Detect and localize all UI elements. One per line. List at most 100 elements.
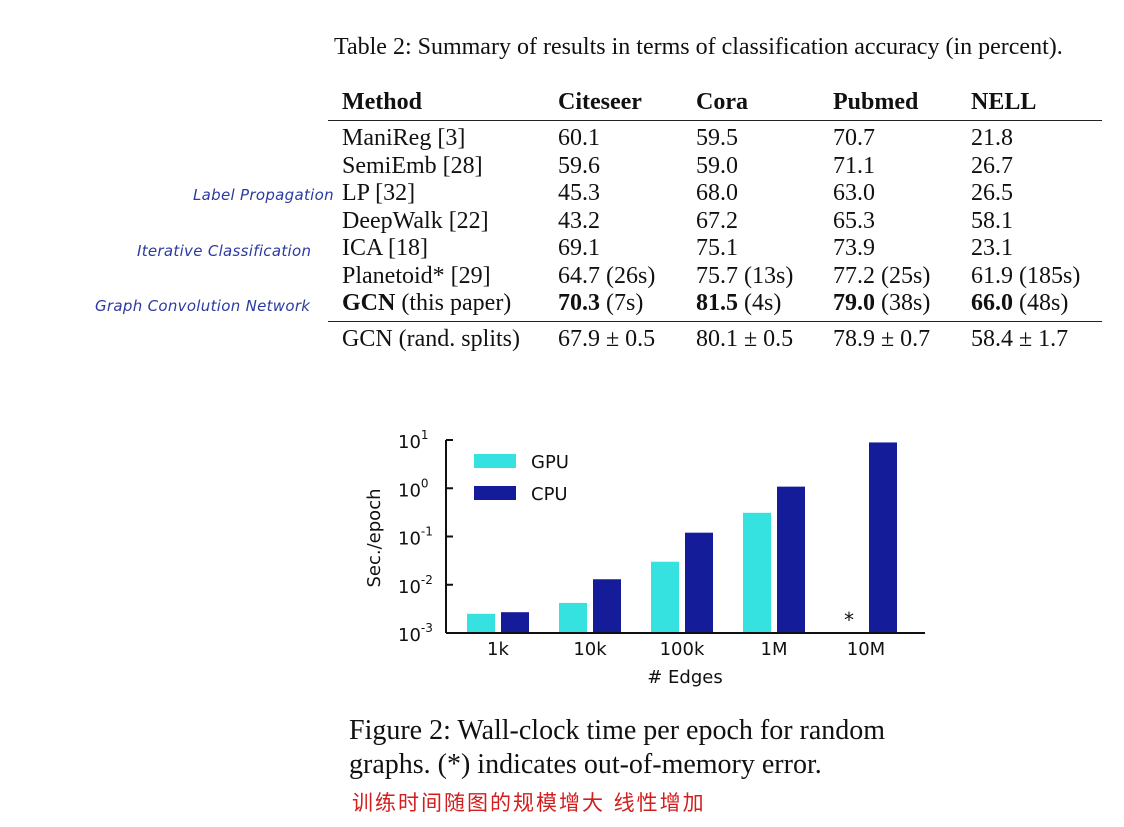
- time-value: (4s): [738, 290, 782, 316]
- x-tick-label: 1M: [761, 639, 788, 660]
- figure-caption-line1: Figure 2: Wall-clock time per epoch for …: [349, 715, 886, 746]
- value-cell: 75.1: [696, 235, 738, 261]
- value-cell: 71.1: [833, 152, 875, 179]
- value-cell: 67.9 ± 0.5: [558, 325, 656, 352]
- value-cell: 70.7: [833, 125, 875, 151]
- bar-gpu-10k: [559, 602, 587, 633]
- bar-cpu-1m: [777, 486, 805, 633]
- y-axis-label: Sec./epoch: [364, 489, 385, 588]
- table-row: SemiEmb [28] 59.6 59.0 71.1 26.7: [328, 153, 1102, 181]
- x-axis-label: # Edges: [647, 667, 722, 688]
- bar-cpu-10m: [869, 442, 897, 633]
- value-cell: 58.4 ± 1.7: [971, 325, 1069, 352]
- bar-cpu-10k: [593, 579, 621, 633]
- method-cell: GCN (this paper): [328, 290, 544, 321]
- bar-gpu-1k: [467, 613, 495, 633]
- annotation-iterative-classification: Iterative Classification: [137, 242, 312, 260]
- value-cell: 75.7 (13s): [696, 262, 794, 289]
- bold-value: 70.3: [558, 290, 600, 316]
- value-cell: 69.1: [558, 235, 600, 261]
- table-header-row: Method Citeseer Cora Pubmed NELL: [328, 88, 1102, 121]
- method-cell: SemiEmb [28]: [342, 152, 483, 179]
- results-table: Method Citeseer Cora Pubmed NELL ManiReg…: [328, 88, 1102, 353]
- table-row: ManiReg [3] 60.1 59.5 70.7 21.8: [328, 121, 1102, 153]
- bar-cpu-100k: [685, 532, 713, 633]
- value-cell: 81.5 (4s): [682, 290, 819, 321]
- time-value: (7s): [600, 290, 644, 316]
- header-pubmed: Pubmed: [833, 89, 919, 116]
- value-cell: 21.8: [971, 125, 1013, 151]
- value-cell: 80.1 ± 0.5: [696, 325, 794, 352]
- value-cell: 59.6: [558, 152, 600, 179]
- table-row: DeepWalk [22] 43.2 67.2 65.3 58.1: [328, 208, 1102, 236]
- value-cell: 26.7: [971, 152, 1013, 179]
- header-citeseer: Citeseer: [558, 89, 642, 116]
- value-cell: 43.2: [558, 207, 600, 234]
- timing-chart: * 1k 10k 100k 1M 10M 101 100 10-1 10-2 10-3 Sec./…: [350, 420, 950, 700]
- ticks-layer: 1k 10k 100k 1M 10M 101 100 10-1 10-2 10-3: [398, 428, 885, 660]
- footer-row: GCN (rand. splits) 67.9 ± 0.5 80.1 ± 0.5…: [328, 321, 1102, 353]
- method-cell: GCN (rand. splits): [342, 325, 520, 352]
- time-value: (48s): [1013, 290, 1069, 316]
- value-cell: 60.1: [558, 125, 600, 151]
- y-tick-label: 10-1: [398, 525, 433, 550]
- time-value: (38s): [875, 290, 931, 316]
- bold-value: 79.0: [833, 290, 875, 316]
- value-cell: 65.3: [833, 207, 875, 234]
- value-cell: 70.3 (7s): [544, 290, 682, 321]
- value-cell: 61.9 (185s): [971, 262, 1081, 289]
- header-method: Method: [342, 89, 422, 116]
- bold-value: 81.5: [696, 290, 738, 316]
- value-cell: 73.9: [833, 235, 875, 261]
- table-row: Planetoid* [29] 64.7 (26s) 75.7 (13s) 77…: [328, 263, 1102, 291]
- y-tick-label: 101: [398, 428, 429, 453]
- figure-caption: Figure 2: Wall-clock time per epoch for …: [349, 714, 949, 782]
- value-cell: 77.2 (25s): [833, 262, 931, 289]
- value-cell: 78.9 ± 0.7: [833, 325, 931, 352]
- x-tick-label: 1k: [487, 639, 509, 660]
- annotation-gcn: Graph Convolution Network: [95, 297, 311, 315]
- bars-layer: *: [467, 442, 897, 633]
- value-cell: 45.3: [558, 180, 600, 206]
- value-cell: 68.0: [696, 180, 738, 206]
- header-cora: Cora: [696, 89, 748, 116]
- x-tick-label: 100k: [660, 639, 705, 660]
- bar-gpu-100k: [651, 561, 679, 633]
- value-cell: 79.0 (38s): [819, 290, 957, 321]
- legend-swatch-gpu: [474, 454, 516, 468]
- table-row: LP [32] 45.3 68.0 63.0 26.5: [328, 180, 1102, 208]
- method-cell: ICA [18]: [342, 235, 428, 261]
- legend-label-cpu: CPU: [531, 484, 568, 505]
- value-cell: 59.5: [696, 125, 738, 151]
- bar-chart-svg: * 1k 10k 100k 1M 10M 101 100 10-1 10-2 10-3 Sec./…: [364, 428, 925, 688]
- value-cell: 59.0: [696, 152, 738, 179]
- value-cell: 58.1: [971, 207, 1013, 234]
- gcn-row: GCN (this paper) 70.3 (7s) 81.5 (4s) 79.…: [328, 290, 1102, 321]
- handwritten-chinese-note: 训练时间随图的规模增大 线性增加: [352, 791, 706, 815]
- method-cell: LP [32]: [342, 180, 416, 206]
- method-cell: DeepWalk [22]: [342, 207, 489, 234]
- value-cell: 23.1: [971, 235, 1013, 261]
- value-cell: 26.5: [971, 180, 1013, 206]
- table-caption: Table 2: Summary of results in terms of …: [334, 34, 1063, 60]
- x-tick-label: 10k: [573, 639, 607, 660]
- bold-value: 66.0: [971, 290, 1013, 316]
- table-row: ICA [18] 69.1 75.1 73.9 23.1: [328, 235, 1102, 263]
- value-cell: 64.7 (26s): [558, 262, 656, 289]
- value-cell: 67.2: [696, 207, 738, 234]
- legend-swatch-cpu: [474, 486, 516, 500]
- method-cell: ManiReg [3]: [342, 125, 466, 151]
- y-tick-label: 10-2: [398, 573, 433, 598]
- x-tick-label: 10M: [847, 639, 885, 660]
- header-nell: NELL: [971, 89, 1037, 116]
- y-tick-label: 100: [398, 476, 429, 501]
- figure-caption-line2: graphs. (*) indicates out-of-memory erro…: [349, 749, 822, 780]
- legend-label-gpu: GPU: [531, 452, 569, 473]
- y-tick-label: 10-3: [398, 621, 433, 646]
- method-cell: Planetoid* [29]: [342, 262, 491, 289]
- gcn-label-rest: (this paper): [395, 290, 512, 316]
- oom-marker: *: [844, 608, 854, 632]
- value-cell: 63.0: [833, 180, 875, 206]
- gcn-bold-label: GCN: [342, 290, 396, 316]
- bar-gpu-1m: [743, 512, 771, 633]
